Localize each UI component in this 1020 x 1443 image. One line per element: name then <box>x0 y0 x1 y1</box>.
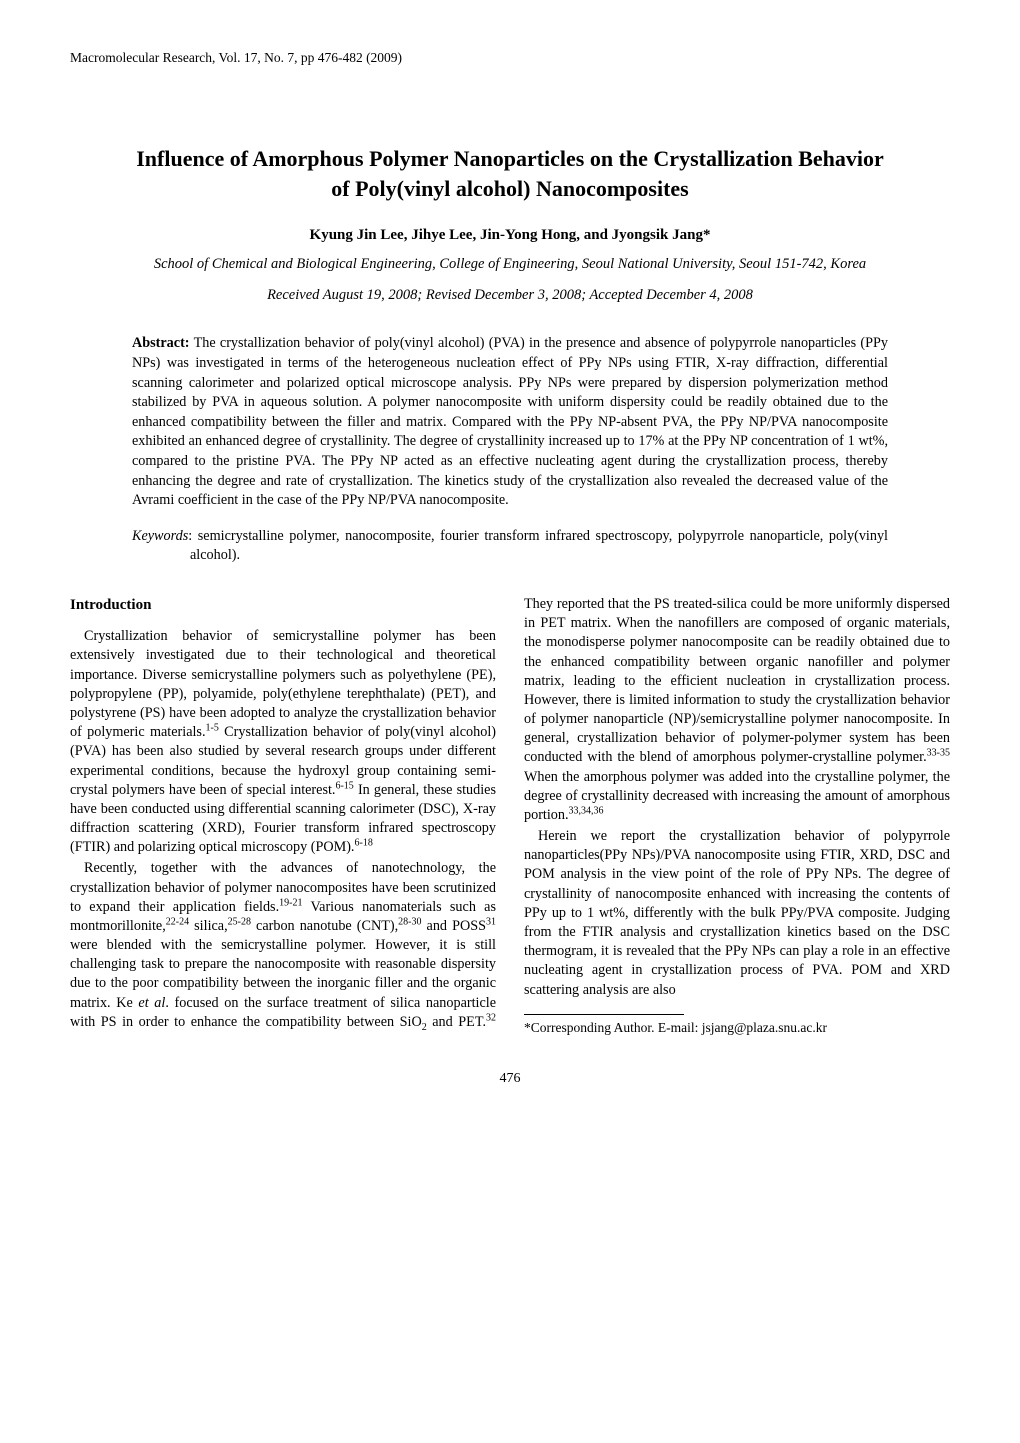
title-line-1: Influence of Amorphous Polymer Nanoparti… <box>136 146 884 171</box>
section-heading-introduction: Introduction <box>70 595 496 615</box>
paper-title: Influence of Amorphous Polymer Nanoparti… <box>70 144 950 203</box>
p2-d: carbon nanotube (CNT), <box>251 918 398 934</box>
p2-sup2: 22-24 <box>166 916 189 927</box>
p1-sup2: 6-15 <box>335 780 353 791</box>
keywords-label: Keywords <box>132 528 188 544</box>
corresponding-author-footnote: *Corresponding Author. E-mail: jsjang@pl… <box>524 1019 950 1037</box>
p1-sup3: 6-18 <box>354 837 372 848</box>
p2-j: They reported that the PS treated-silica… <box>524 596 950 765</box>
dates-line: Received August 19, 2008; Revised Decemb… <box>70 287 950 304</box>
keywords-block: Keywords: semicrystalline polymer, nanoc… <box>132 527 888 565</box>
p2-sup6: 32 <box>486 1012 496 1023</box>
abstract-block: Abstract: The crystallization behavior o… <box>132 334 888 510</box>
footnote-rule <box>524 1014 684 1015</box>
intro-paragraph-3: Herein we report the crystallization beh… <box>524 827 950 1000</box>
p2-sup3: 25-28 <box>228 916 251 927</box>
affiliation-line: School of Chemical and Biological Engine… <box>70 256 950 273</box>
p2-c: silica, <box>189 918 228 934</box>
p2-e: and POSS <box>421 918 486 934</box>
abstract-text: The crystallization behavior of poly(vin… <box>132 335 888 508</box>
journal-header: Macromolecular Research, Vol. 17, No. 7,… <box>70 50 950 66</box>
title-line-2: of Poly(vinyl alcohol) Nanocomposites <box>331 176 689 201</box>
authors-line: Kyung Jin Lee, Jihye Lee, Jin-Yong Hong,… <box>70 227 950 244</box>
body-columns: Introduction Crystallization behavior of… <box>70 595 950 1037</box>
keywords-text: : semicrystalline polymer, nanocomposite… <box>188 528 888 563</box>
p2-etal: et al <box>138 995 165 1011</box>
intro-paragraph-1: Crystallization behavior of semicrystall… <box>70 627 496 857</box>
p2-i: and PET. <box>427 1014 486 1030</box>
p2-sup5: 31 <box>486 916 496 927</box>
p2-sup4: 28-30 <box>398 916 421 927</box>
p2-sup1: 19-21 <box>279 897 302 908</box>
p2-sup7: 33-35 <box>927 748 950 759</box>
p1-sup1: 1-5 <box>206 722 219 733</box>
p2-sup8: 33,34,36 <box>569 805 604 816</box>
page-number: 476 <box>70 1071 950 1087</box>
abstract-label: Abstract: <box>132 335 190 351</box>
